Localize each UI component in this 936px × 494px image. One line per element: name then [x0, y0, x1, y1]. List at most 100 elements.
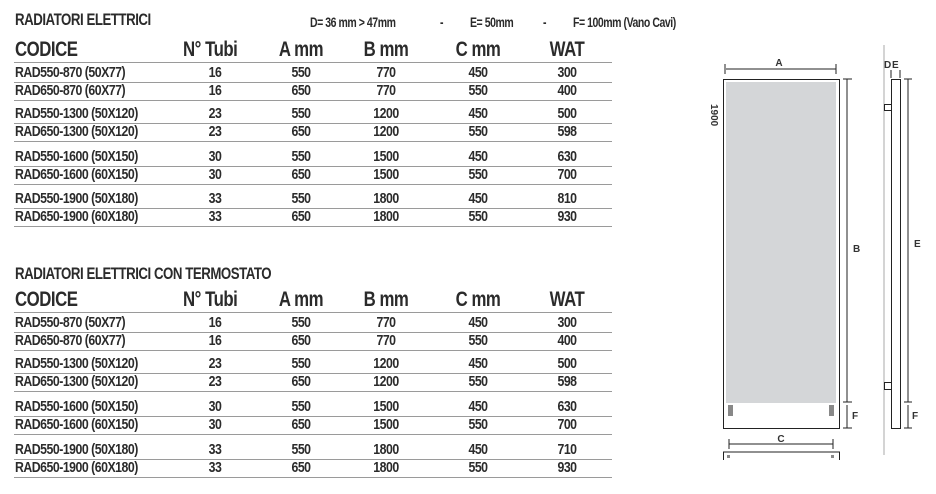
table-cell: 16	[208, 314, 222, 331]
table-cell: 550	[291, 148, 311, 165]
table-cell: 650	[291, 166, 311, 183]
table-cell: 33	[208, 441, 222, 458]
cell-codice: RAD650-870 (60X77)	[15, 82, 126, 99]
table-title: RADIATORI ELETTRICI CON TERMOSTATO	[15, 264, 272, 283]
row-divider	[14, 226, 612, 227]
table-cell: 23	[208, 105, 222, 122]
column-header: B mm	[363, 38, 409, 61]
table-cell: 650	[291, 208, 311, 225]
row-divider	[14, 208, 612, 209]
table-cell: 700	[557, 416, 577, 433]
column-header: A mm	[278, 288, 324, 311]
table-cell: 33	[208, 208, 222, 225]
table-cell: 650	[291, 373, 311, 390]
bracket-top	[884, 104, 892, 111]
table-cell: 770	[376, 332, 396, 349]
table-cell: 1200	[373, 373, 399, 390]
table-cell: 450	[468, 398, 488, 415]
row-divider	[14, 166, 612, 167]
table-cell: 650	[291, 416, 311, 433]
row-divider	[14, 373, 612, 374]
table-cell: 550	[468, 166, 488, 183]
table-cell: 300	[557, 314, 577, 331]
table-cell: 450	[468, 105, 488, 122]
cell-codice: RAD550-1300 (50X120)	[15, 105, 138, 122]
table-cell: 450	[468, 441, 488, 458]
table-cell: 1200	[373, 123, 399, 140]
cell-codice: RAD650-1900 (60X180)	[15, 459, 138, 476]
row-divider	[14, 100, 612, 101]
table-cell: 930	[557, 459, 577, 476]
cell-codice: RAD550-870 (50X77)	[15, 314, 126, 331]
cell-codice: RAD550-1900 (50X180)	[15, 441, 138, 458]
label-e-side: E	[914, 239, 921, 250]
table-cell: 710	[557, 441, 577, 458]
table-cell: 23	[208, 373, 222, 390]
table-cell: 23	[208, 123, 222, 140]
table-cell: 930	[557, 208, 577, 225]
table-cell: 550	[291, 355, 311, 372]
radiator-front-outline	[723, 79, 840, 429]
row-divider	[14, 184, 612, 185]
row-divider	[14, 350, 612, 351]
height-label: 1900	[708, 104, 719, 127]
table-cell: 16	[208, 82, 222, 99]
row-divider	[14, 141, 612, 142]
table-cell: 770	[376, 64, 396, 81]
column-header: CODICE	[15, 38, 78, 61]
table-cell: 650	[291, 459, 311, 476]
column-header: C mm	[455, 288, 501, 311]
table-cell: 23	[208, 355, 222, 372]
table-cell: 500	[557, 355, 577, 372]
spec-e: E= 50mm	[470, 14, 514, 30]
table-cell: 1500	[373, 166, 399, 183]
label-f: F	[852, 411, 858, 422]
column-header: C mm	[455, 38, 501, 61]
radiator-panel	[726, 82, 836, 403]
row-divider	[14, 434, 612, 435]
header-divider	[14, 312, 612, 313]
cell-codice: RAD650-1300 (50X120)	[15, 123, 138, 140]
label-c: C	[777, 434, 784, 445]
table-cell: 598	[557, 373, 577, 390]
radiator-bottom-view	[723, 451, 840, 460]
table-cell: 450	[468, 64, 488, 81]
table-cell: 400	[557, 332, 577, 349]
label-a: A	[775, 58, 782, 69]
label-b: B	[853, 244, 860, 255]
table-cell: 598	[557, 123, 577, 140]
table-cell: 770	[376, 82, 396, 99]
row-divider	[14, 332, 612, 333]
table-cell: 33	[208, 190, 222, 207]
table-cell: 1200	[373, 105, 399, 122]
cell-codice: RAD550-1900 (50X180)	[15, 190, 138, 207]
table-cell: 550	[468, 459, 488, 476]
table-cell: 30	[208, 148, 222, 165]
table-cell: 550	[291, 441, 311, 458]
table-cell: 400	[557, 82, 577, 99]
spec-d: D= 36 mm > 47mm	[310, 14, 396, 30]
row-divider	[14, 391, 612, 392]
table-cell: 630	[557, 148, 577, 165]
label-d: D	[884, 60, 891, 71]
table-cell: 550	[468, 82, 488, 99]
table-cell: 450	[468, 190, 488, 207]
table-cell: 1800	[373, 441, 399, 458]
table-cell: 550	[468, 208, 488, 225]
column-header: N° Tubi	[183, 38, 238, 61]
spec-separator: -	[440, 14, 444, 30]
connector-left	[728, 405, 733, 416]
table-cell: 1500	[373, 398, 399, 415]
table-cell: 30	[208, 416, 222, 433]
cell-codice: RAD550-1600 (50X150)	[15, 398, 138, 415]
column-header: N° Tubi	[183, 288, 238, 311]
column-header: WAT	[549, 288, 585, 311]
table-cell: 33	[208, 459, 222, 476]
table-cell: 550	[468, 123, 488, 140]
table-cell: 630	[557, 398, 577, 415]
table-cell: 650	[291, 332, 311, 349]
table-cell: 1800	[373, 208, 399, 225]
row-divider	[14, 82, 612, 83]
header-divider	[14, 62, 612, 63]
